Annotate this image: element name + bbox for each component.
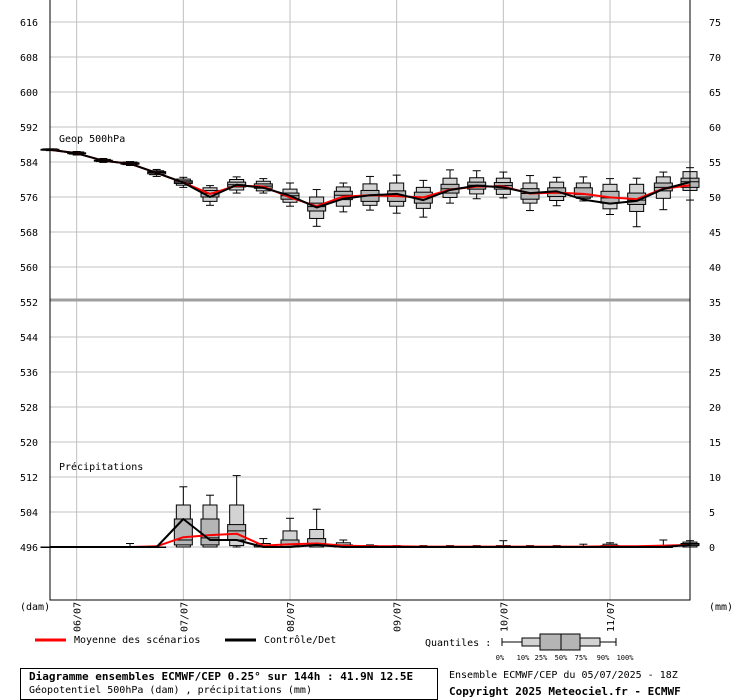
right-axis: 35 40 45 50 55 60 65 70 75 0 5 10 15 20 25 30 <box>709 18 721 554</box>
right-tick-label: 60 <box>709 123 721 134</box>
date-tick-label: 11/07 <box>606 602 617 632</box>
left-tick-label: 552 <box>20 298 38 309</box>
left-unit-label: (dam) <box>20 602 50 613</box>
right-tick-label: 75 <box>709 18 721 29</box>
right-tick-label: 45 <box>709 228 721 239</box>
x-axis-labels: 06/07 07/07 08/07 09/07 10/07 11/07 <box>73 602 617 632</box>
legend-control-label: Contrôle/Det <box>264 634 336 646</box>
left-tick-label: 576 <box>20 193 38 204</box>
date-tick-label: 06/07 <box>73 602 84 632</box>
ensemble-run-info: Ensemble ECMWF/CEP du 05/07/2025 - 18Z <box>449 670 678 681</box>
left-tick-label: 504 <box>20 508 38 519</box>
right-tick-label: 40 <box>709 263 721 274</box>
right-tick-label: 25 <box>709 368 721 379</box>
precip-control-line <box>50 518 691 548</box>
right-tick-label: 15 <box>709 438 721 449</box>
left-tick-label: 584 <box>20 158 38 169</box>
left-tick-label: 496 <box>20 543 38 554</box>
right-tick-label: 70 <box>709 53 721 64</box>
geop-box <box>653 171 673 211</box>
quantile-tick-label: 100% <box>617 654 635 662</box>
left-tick-label: 528 <box>20 403 38 414</box>
legend: Moyenne des scénarios Contrôle/Det Quant… <box>35 633 634 662</box>
right-tick-label: 65 <box>709 88 721 99</box>
copyright-text: Copyright 2025 Meteociel.fr - ECMWF <box>449 685 681 698</box>
quantile-tick-label: 90% <box>597 654 610 662</box>
left-tick-label: 600 <box>20 88 38 99</box>
right-tick-label: 30 <box>709 333 721 344</box>
right-tick-label: 55 <box>709 158 721 169</box>
left-tick-label: 616 <box>20 18 38 29</box>
date-tick-label: 10/07 <box>499 602 510 632</box>
date-tick-label: 08/07 <box>286 602 297 632</box>
precip-panel-title: Précipitations <box>59 461 143 473</box>
right-tick-label: 20 <box>709 403 721 414</box>
left-tick-label: 568 <box>20 228 38 239</box>
legend-quantiles-label: Quantiles : <box>425 638 491 649</box>
geop-panel-title: Geop 500hPa <box>59 134 125 145</box>
diagram-info-box: Diagramme ensembles ECMWF/CEP 0.25° sur … <box>20 668 438 700</box>
right-tick-label: 50 <box>709 193 721 204</box>
date-tick-label: 07/07 <box>179 602 190 632</box>
quantile-tick-label: 50% <box>555 654 568 662</box>
left-tick-label: 512 <box>20 473 38 484</box>
right-tick-label: 0 <box>709 543 715 554</box>
diagram-title: Diagramme ensembles ECMWF/CEP 0.25° sur … <box>29 670 414 683</box>
legend-mean-label: Moyenne des scénarios <box>74 634 200 646</box>
plot-frame <box>49 0 691 601</box>
right-tick-label: 35 <box>709 298 721 309</box>
geop-lines <box>49 148 691 209</box>
legend-quantile-sample-box <box>501 633 617 651</box>
left-tick-label: 560 <box>20 263 38 274</box>
precip-lines <box>50 518 691 548</box>
right-tick-label: 10 <box>709 473 721 484</box>
diagram-subtitle: Géopotentiel 500hPa (dam) , précipitatio… <box>29 685 312 696</box>
geop-control-line <box>49 148 691 209</box>
date-tick-label: 09/07 <box>393 602 404 632</box>
left-tick-label: 536 <box>20 368 38 379</box>
left-tick-label: 608 <box>20 53 38 64</box>
quantile-tick-label: 10% <box>517 654 530 662</box>
left-tick-label: 544 <box>20 333 38 344</box>
right-unit-label: (mm) <box>709 602 733 613</box>
quantile-tick-label: 75% <box>575 654 588 662</box>
right-tick-label: 5 <box>709 508 715 519</box>
quantile-tick-label: 0% <box>496 654 505 662</box>
quantile-tick-label: 25% <box>535 654 548 662</box>
legend-quantile-ticks: 0% 10% 25% 50% 75% 90% 100% <box>496 654 634 662</box>
left-tick-label: 592 <box>20 123 38 134</box>
left-tick-label: 520 <box>20 438 38 449</box>
panel-titles: Geop 500hPa Précipitations <box>59 134 143 473</box>
left-axis: 552 560 568 576 584 592 600 608 616 496 504 512 520 5… <box>20 18 38 554</box>
